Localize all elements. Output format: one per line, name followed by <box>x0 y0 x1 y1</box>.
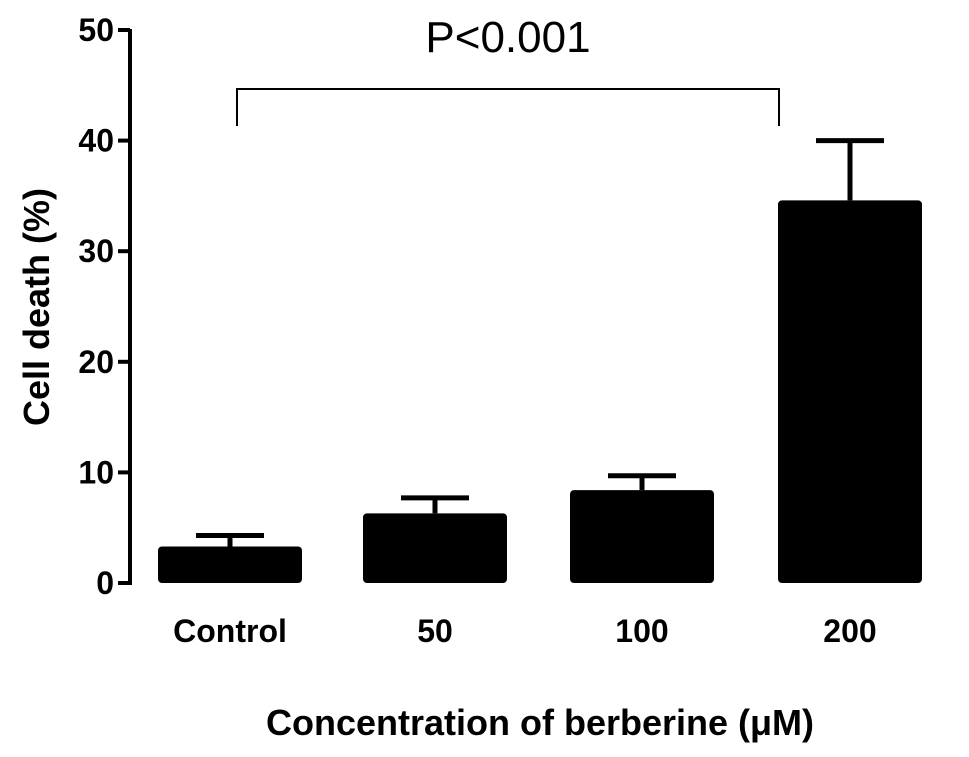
bar <box>778 200 922 583</box>
x-tick-label: 100 <box>615 613 668 649</box>
y-tick-label: 20 <box>78 344 114 380</box>
x-tick-label: Control <box>173 613 287 649</box>
significance-annotation: P<0.001 <box>236 13 780 126</box>
y-tick-label: 10 <box>78 454 114 490</box>
bars <box>158 138 922 583</box>
significance-bracket <box>236 88 780 126</box>
x-axis-title: Concentration of berberine (μM) <box>266 702 814 743</box>
x-tick-label: 200 <box>823 613 876 649</box>
y-axis: 0 10 20 30 40 50 <box>78 12 132 601</box>
y-axis-title: Cell death (%) <box>16 188 57 426</box>
bar <box>363 513 507 583</box>
y-tick-label: 50 <box>78 12 114 48</box>
bar <box>570 490 714 583</box>
y-tick-label: 0 <box>96 565 114 601</box>
p-value-label: P<0.001 <box>425 13 590 62</box>
y-tick-label: 40 <box>78 123 114 159</box>
x-tick-label: 50 <box>417 613 453 649</box>
bar <box>158 546 302 583</box>
y-tick-label: 30 <box>78 233 114 269</box>
x-axis: Control 50 100 200 <box>173 613 877 649</box>
